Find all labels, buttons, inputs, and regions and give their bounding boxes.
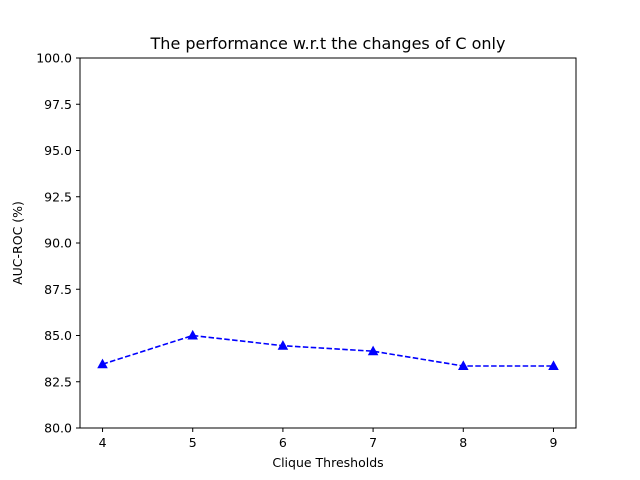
- y-tick-label: 85.0: [44, 328, 72, 343]
- data-point-triangle: [548, 360, 559, 370]
- plot-area-frame: [79, 57, 577, 429]
- data-point-triangle: [97, 358, 108, 369]
- y-tick-label: 100.0: [36, 51, 72, 66]
- x-axis-label: Clique Thresholds: [272, 455, 383, 470]
- x-axis: 4 5 6 7 8 9: [99, 428, 557, 450]
- x-tick-label: 7: [369, 435, 377, 450]
- x-tick-label: 6: [279, 435, 287, 450]
- data-point-triangle: [458, 360, 469, 370]
- y-axis-label: AUC-ROC (%): [10, 201, 25, 285]
- y-tick-label: 97.5: [44, 97, 72, 112]
- y-tick-label: 92.5: [44, 189, 72, 204]
- x-tick-label: 9: [549, 435, 557, 450]
- series-line: [102, 334, 554, 367]
- data-point-triangle: [367, 345, 379, 356]
- chart-title: The performance w.r.t the changes of C o…: [150, 34, 506, 53]
- x-tick-label: 4: [99, 435, 107, 450]
- y-tick-label: 87.5: [44, 282, 72, 297]
- y-tick-label: 90.0: [44, 236, 72, 251]
- y-axis: 80.0 82.5 85.0 87.5 90.0 92.5 95.0 97.5 100.0: [36, 51, 80, 436]
- y-tick-label: 82.5: [44, 374, 72, 389]
- x-tick-label: 5: [189, 435, 197, 450]
- x-tick-label: 8: [459, 435, 467, 450]
- data-point-triangle: [277, 340, 289, 350]
- y-tick-label: 80.0: [44, 421, 72, 436]
- data-point-triangle: [187, 329, 198, 340]
- y-tick-label: 95.0: [44, 143, 72, 158]
- series-layer: [97, 329, 559, 370]
